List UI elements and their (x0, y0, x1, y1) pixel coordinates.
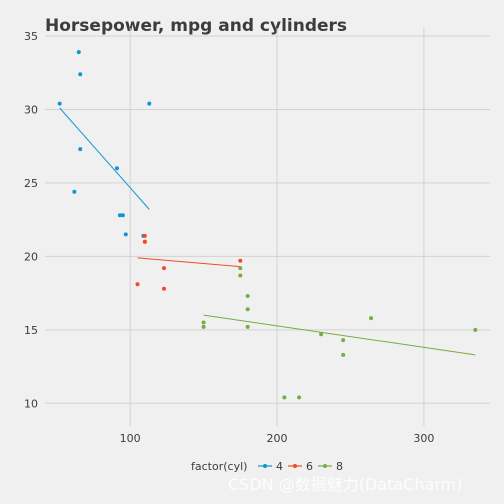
point-cyl-8 (238, 266, 243, 271)
y-tick-label: 30 (24, 103, 38, 116)
watermark: CSDN @数据魅力(DataCharm) (228, 475, 462, 494)
point-cyl-6 (238, 258, 243, 263)
point-cyl-8 (245, 324, 250, 329)
legend-key-point (293, 464, 297, 468)
data-points (57, 50, 478, 400)
fit-line-8 (203, 314, 476, 356)
x-tick-label: 100 (120, 432, 141, 445)
point-cyl-8 (245, 307, 250, 312)
point-cyl-8 (319, 332, 324, 337)
point-cyl-4 (57, 101, 62, 106)
legend: factor(cyl) 4 6 8 (191, 460, 343, 473)
point-cyl-4 (114, 166, 119, 171)
legend-label-8: 8 (336, 460, 343, 473)
y-tick-label: 35 (24, 30, 38, 43)
point-cyl-6 (142, 239, 147, 244)
point-cyl-8 (297, 395, 302, 400)
axis-ticks: 10 15 20 25 30 35 100 200 300 (24, 30, 434, 445)
point-cyl-6 (161, 286, 166, 291)
x-tick-label: 200 (267, 432, 288, 445)
point-cyl-4 (78, 147, 83, 152)
point-cyl-4 (72, 189, 77, 194)
y-tick-label: 15 (24, 324, 38, 337)
y-tick-label: 25 (24, 177, 38, 190)
fit-lines (59, 107, 476, 356)
legend-label-6: 6 (306, 460, 313, 473)
point-cyl-4 (123, 232, 128, 237)
point-cyl-8 (245, 294, 250, 299)
legend-key-point (323, 464, 327, 468)
y-tick-label: 10 (24, 397, 38, 410)
point-cyl-8 (369, 316, 374, 321)
point-cyl-4 (78, 72, 83, 77)
x-tick-label: 300 (413, 432, 434, 445)
point-cyl-4 (117, 213, 122, 218)
grid-lines (45, 28, 490, 426)
legend-title: factor(cyl) (191, 460, 247, 473)
point-cyl-4 (76, 50, 81, 55)
point-cyl-8 (341, 338, 346, 343)
point-cyl-8 (238, 273, 243, 278)
point-cyl-6 (161, 266, 166, 271)
point-cyl-4 (120, 213, 125, 218)
fit-line-4 (59, 107, 150, 210)
fit-line-6 (137, 257, 241, 268)
point-cyl-8 (201, 324, 206, 329)
point-cyl-6 (135, 282, 140, 287)
y-tick-label: 20 (24, 250, 38, 263)
point-cyl-8 (282, 395, 287, 400)
point-cyl-4 (147, 101, 152, 106)
legend-label-4: 4 (276, 460, 283, 473)
point-cyl-8 (341, 352, 346, 357)
point-cyl-8 (473, 327, 478, 332)
chart-title: Horsepower, mpg and cylinders (45, 16, 347, 36)
point-cyl-8 (201, 320, 206, 325)
point-cyl-6 (142, 233, 147, 238)
legend-key-point (263, 464, 267, 468)
